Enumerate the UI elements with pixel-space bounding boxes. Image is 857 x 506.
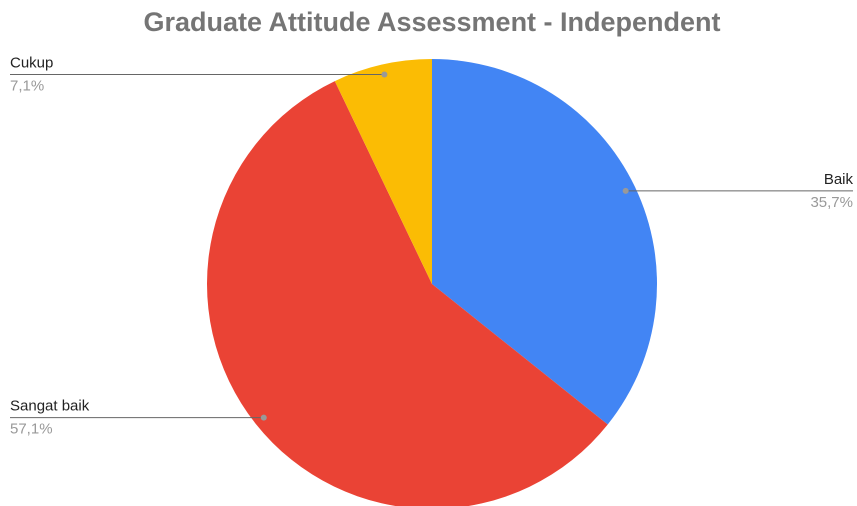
leader-dot	[381, 71, 388, 78]
chart-title: Graduate Attitude Assessment - Independe…	[143, 7, 720, 37]
slice-value-label: 7,1%	[10, 77, 44, 94]
pie-slice	[432, 59, 658, 425]
pie-slice	[334, 59, 432, 284]
pie-slice	[207, 81, 608, 506]
slice-value-label: 57,1%	[10, 421, 53, 438]
slice-label: Cukup	[10, 54, 53, 71]
leader-dot	[622, 187, 629, 194]
slice-value-label: 35,7%	[810, 194, 853, 211]
slice-label: Baik	[824, 171, 854, 188]
slice-label: Sangat baik	[10, 398, 90, 415]
leader-dot	[260, 414, 267, 421]
